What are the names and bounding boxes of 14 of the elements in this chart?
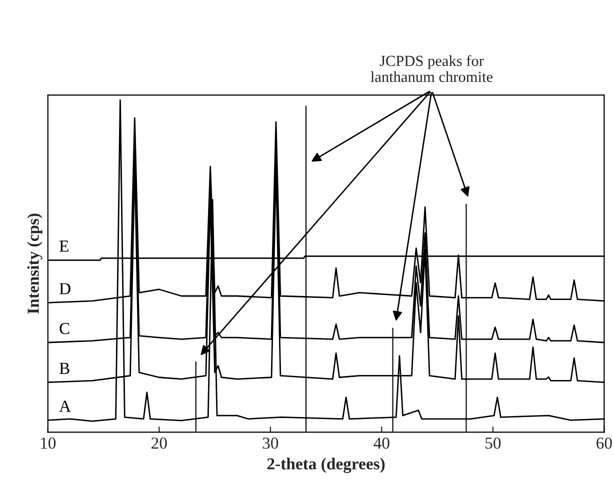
- x-tick-label: 40: [374, 438, 390, 449]
- x-axis-title: 2-theta (degrees): [267, 458, 385, 473]
- x-tick-label: 10: [41, 438, 56, 449]
- text: JCPDS peaks for lanthanum chromite: [370, 55, 493, 82]
- x-tick-label: 60: [596, 438, 612, 449]
- series-label: B: [59, 362, 70, 374]
- x-tick-label: 20: [152, 438, 167, 449]
- y-axis-title: Intensity (cps): [27, 214, 42, 314]
- x-tick-label: 30: [262, 438, 278, 449]
- series-label: D: [59, 283, 70, 294]
- series-label: A: [59, 400, 71, 412]
- series-label: E: [59, 240, 68, 252]
- series-label: C: [60, 322, 70, 334]
- x-tick-label: 50: [486, 438, 501, 449]
